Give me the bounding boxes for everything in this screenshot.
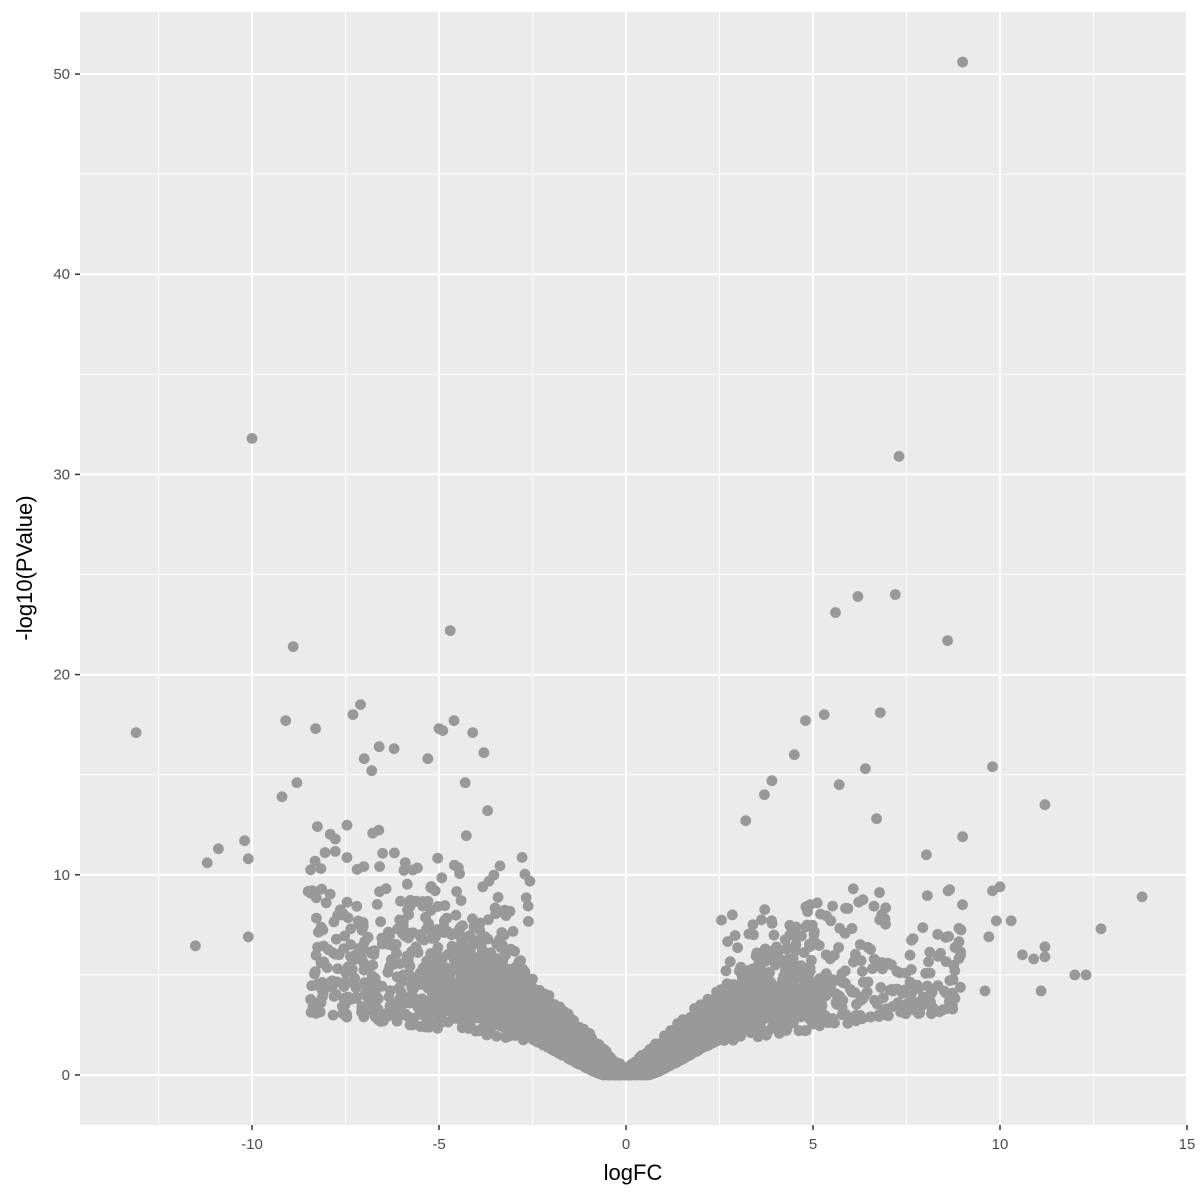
x-tick-label: 10 <box>992 1136 1009 1153</box>
y-axis-ticks: 0 10 20 30 40 50 <box>53 66 80 1084</box>
x-tick-label: -5 <box>432 1136 445 1153</box>
y-tick-label: 40 <box>53 266 70 283</box>
major-gridlines <box>80 12 1188 1125</box>
x-axis-ticks: -10 -5 0 5 10 15 <box>241 1125 1195 1153</box>
x-axis-title: logFC <box>604 1160 663 1185</box>
y-tick-label: 0 <box>62 1067 70 1084</box>
x-tick-label: 5 <box>809 1136 817 1153</box>
x-tick-label: -10 <box>241 1136 263 1153</box>
x-tick-label: 15 <box>1179 1136 1196 1153</box>
minor-gridlines <box>80 12 1187 1125</box>
y-tick-label: 30 <box>53 466 70 483</box>
y-tick-label: 50 <box>53 66 70 83</box>
data-points <box>130 56 1148 1081</box>
y-axis-title: -log10(PValue) <box>12 495 37 640</box>
x-tick-label: 0 <box>622 1136 630 1153</box>
y-tick-label: 10 <box>53 867 70 884</box>
plot-panel <box>80 12 1187 1125</box>
y-tick-label: 20 <box>53 667 70 684</box>
